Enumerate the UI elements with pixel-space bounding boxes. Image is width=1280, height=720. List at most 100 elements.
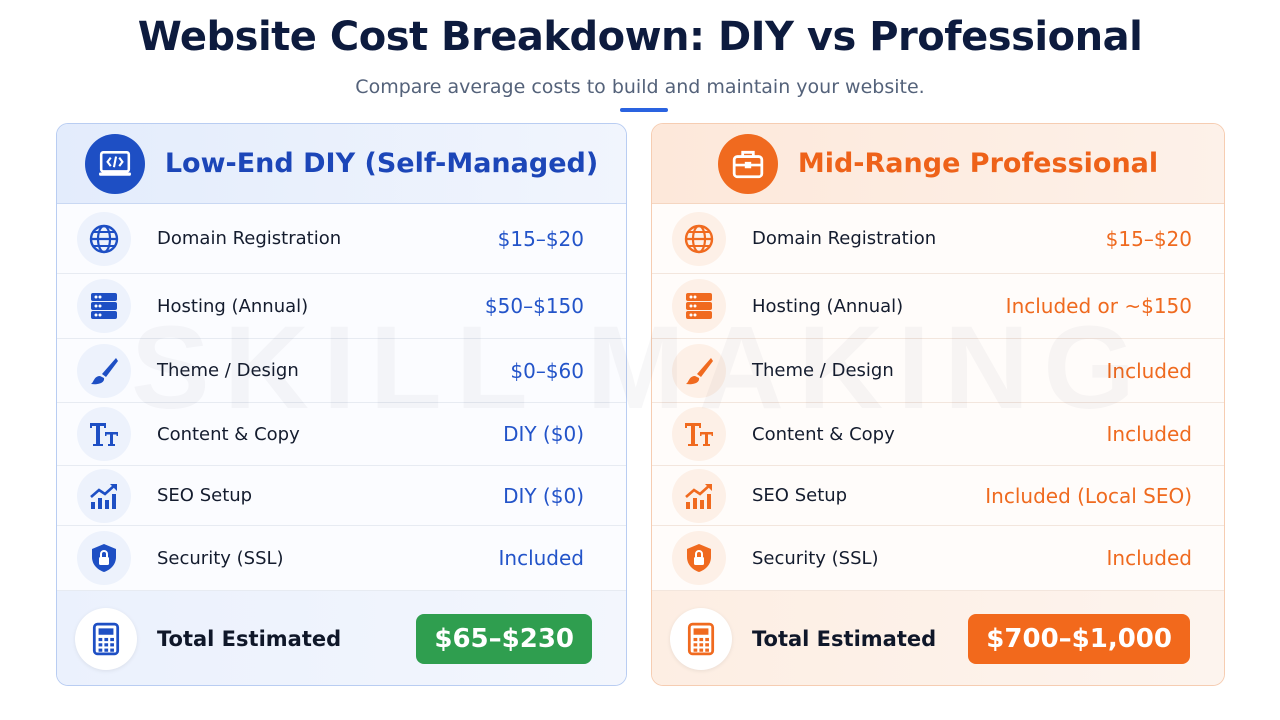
icon-shape (686, 293, 712, 301)
icon-shape (99, 150, 130, 173)
icon-shape (98, 648, 103, 652)
cost-row: Domain Registration $15–$20 (57, 204, 626, 274)
row-label: SEO Setup (752, 485, 848, 506)
row-value: $15–$20 (1105, 226, 1192, 251)
icon-shape (99, 557, 109, 565)
icon (90, 423, 118, 446)
icon-shape (98, 313, 102, 317)
cost-row: Hosting (Annual) $50–$150 (57, 274, 626, 339)
icon-shape (100, 550, 108, 557)
row-value: $50–$150 (484, 294, 584, 318)
icon (92, 622, 120, 656)
cost-row: Domain Registration $15–$20 (652, 204, 1224, 274)
icon-shape (91, 311, 117, 319)
icon-shape (118, 156, 124, 167)
row-value: Included (1106, 422, 1193, 446)
icon-shape (705, 483, 712, 491)
row-value: Included or ~$150 (1005, 294, 1192, 318)
icon-shape (686, 311, 712, 319)
row-value: DIY ($0) (503, 422, 584, 446)
row-label: Domain Registration (752, 228, 937, 249)
cost-row: Content & Copy Included (652, 403, 1224, 466)
icon-shape (693, 648, 698, 652)
cost-row: SEO Setup Included (Local SEO) (652, 466, 1224, 526)
row-icon (77, 468, 131, 523)
icon-shape (92, 622, 120, 656)
row-label: SEO Setup (157, 485, 253, 506)
page-title: Website Cost Breakdown: DIY vs Professio… (137, 14, 1143, 60)
icon (687, 544, 711, 572)
icon-shape (110, 643, 114, 647)
cost-row: Hosting (Annual) Included or ~$150 (652, 274, 1224, 339)
row-label: Hosting (Annual) (752, 295, 904, 317)
icon-shape (98, 643, 103, 647)
card-header: Low-End DIY (Self-Managed) (57, 124, 626, 204)
header-icon (84, 133, 145, 194)
row-icon (672, 407, 726, 461)
total-value: $700–$1,000 (968, 614, 1190, 664)
header-icon (717, 133, 778, 194)
icon (685, 423, 713, 446)
row-label: Content & Copy (752, 423, 895, 445)
icon-shape (90, 423, 106, 446)
icon-shape (98, 637, 103, 642)
row-icon (672, 211, 726, 266)
icon-shape (689, 313, 693, 317)
row-icon (77, 407, 131, 461)
total-label: Total Estimated (157, 627, 342, 651)
icon-shape (687, 622, 715, 656)
icon-shape (91, 375, 105, 384)
icon-shape (685, 483, 711, 498)
cost-row: Theme / Design $0–$60 (57, 339, 626, 403)
icon-shape (693, 637, 698, 642)
icon-shape (686, 375, 700, 384)
icon (687, 622, 715, 656)
icon-shape (693, 313, 697, 317)
total-icon (75, 608, 137, 670)
icon-shape (699, 637, 704, 642)
icon-shape (707, 493, 711, 509)
icon-shape (94, 295, 98, 299)
icon (684, 224, 714, 253)
icon-shape (689, 304, 693, 308)
cost-row: Theme / Design Included (652, 339, 1224, 403)
total-row: Total Estimated $700–$1,000 (652, 591, 1224, 685)
total-icon (670, 608, 732, 670)
total-label: Total Estimated (752, 627, 937, 651)
row-icon (672, 468, 726, 523)
icon-shape (685, 423, 701, 446)
row-icon (672, 343, 726, 398)
card: Mid-Range Professional Domain Registratio… (651, 123, 1225, 686)
icon (90, 483, 117, 509)
row-label: Hosting (Annual) (157, 295, 309, 317)
icon-shape (110, 483, 117, 491)
icon (91, 357, 118, 384)
icon-shape (102, 357, 118, 377)
icon-shape (744, 161, 752, 168)
subtitle: Compare average costs to build and maint… (355, 76, 925, 98)
icon-shape (686, 501, 690, 509)
icon-shape (689, 295, 693, 299)
icon-shape (98, 172, 131, 176)
total-row: Total Estimated $65–$230 (57, 591, 626, 685)
icon-shape (110, 648, 114, 652)
card-title: Low-End DIY (Self-Managed) (164, 148, 599, 179)
icon-shape (741, 150, 755, 157)
icon-shape (105, 432, 118, 446)
row-value: DIY ($0) (503, 483, 584, 508)
icon-shape (732, 154, 764, 178)
row-icon (672, 279, 726, 333)
icon-shape (98, 295, 102, 299)
row-label: Security (SSL) (752, 547, 879, 569)
icon (686, 293, 712, 319)
icon-shape (693, 304, 697, 308)
icon (686, 357, 713, 384)
icon (98, 150, 131, 176)
row-icon (77, 279, 131, 333)
row-value: Included (Local SEO) (985, 483, 1192, 508)
title-underline (620, 108, 668, 112)
icon-shape (693, 628, 709, 635)
card-title: Mid-Range Professional (797, 148, 1159, 179)
cost-row: Content & Copy DIY ($0) (57, 403, 626, 466)
